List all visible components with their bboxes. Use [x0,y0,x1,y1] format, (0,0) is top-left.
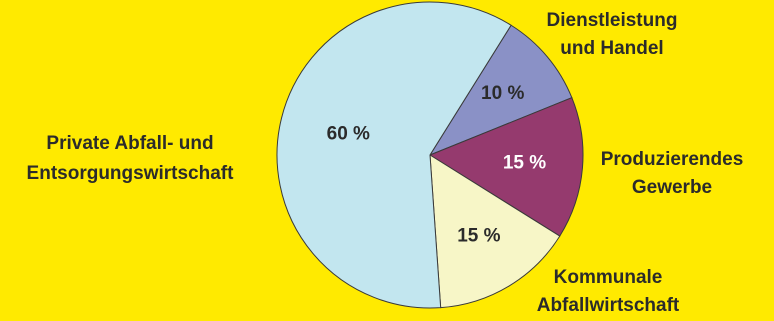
slice-category-label-line: Kommunale [554,267,663,288]
pie-slice-0 [428,24,573,157]
slice-category-label-0: Dienstleistung und Handel [547,10,678,59]
slice-category-label-3: Private Abfall- und Entsorgungswirtschaft [27,133,235,184]
slice-category-label-line: Abfallwirtschaft [537,295,680,316]
pie-slice-1 [428,97,584,237]
slice-value-label-1: 15 % [503,152,546,173]
slice-value-label-3: 60 % [327,124,370,145]
slice-category-label-line: Gewerbe [632,177,712,198]
slice-value-label-0: 10 % [481,83,524,104]
slice-category-label-1: Produzierendes Gewerbe [601,149,744,198]
slice-category-label-line: Dienstleistung [547,10,678,31]
slice-category-label-line: Private Abfall- und [46,133,213,154]
slice-category-label-line: Produzierendes [601,149,744,170]
slice-category-label-line: und Handel [560,38,663,59]
slice-category-label-line: Entsorgungswirtschaft [27,163,235,184]
slice-category-label-2: Kommunale Abfallwirtschaft [537,267,680,316]
pie-slice-3 [276,1,512,309]
pie-slice-2 [429,154,561,309]
slice-value-label-2: 15 % [457,225,500,246]
